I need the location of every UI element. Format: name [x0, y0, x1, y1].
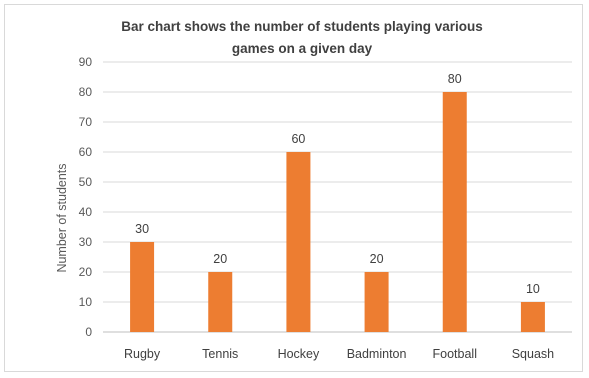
data-label: 10	[526, 282, 540, 296]
bar-tennis	[208, 272, 233, 332]
data-label: 20	[213, 252, 227, 266]
x-category-label: Football	[433, 347, 477, 361]
bar-football	[442, 92, 467, 332]
y-tick-label: 80	[79, 85, 93, 99]
x-category-label: Hockey	[278, 347, 320, 361]
chart-title-line-1: Bar chart shows the number of students p…	[121, 19, 483, 34]
x-category-label: Tennis	[202, 347, 238, 361]
y-axis-label: Number of students	[55, 163, 69, 272]
bar-hockey	[286, 152, 311, 332]
y-tick-label: 70	[79, 115, 93, 129]
y-tick-labels: 0 10 20 30 40 50 60 70 80 90	[79, 55, 93, 339]
x-category-label: Rugby	[124, 347, 161, 361]
x-category-label: Badminton	[347, 347, 407, 361]
data-labels: 30 20 60 20 80 10	[135, 72, 540, 296]
x-category-labels: Rugby Tennis Hockey Badminton Football Squash	[124, 347, 554, 361]
y-tick-label: 40	[79, 205, 93, 219]
bar-badminton	[364, 272, 389, 332]
bar-squash	[520, 302, 545, 332]
bars	[130, 92, 545, 332]
y-tick-label: 30	[79, 235, 93, 249]
data-label: 20	[370, 252, 384, 266]
bar-rugby	[130, 242, 155, 332]
data-label: 60	[291, 132, 305, 146]
y-tick-label: 20	[79, 265, 93, 279]
data-label: 80	[448, 72, 462, 86]
x-category-label: Squash	[512, 347, 554, 361]
data-label: 30	[135, 222, 149, 236]
y-tick-label: 60	[79, 145, 93, 159]
gridlines	[103, 61, 572, 333]
y-tick-label: 10	[79, 295, 93, 309]
y-tick-label: 50	[79, 175, 93, 189]
chart-title-line-2: games on a given day	[232, 41, 373, 56]
y-tick-label: 90	[79, 55, 93, 69]
y-tick-label: 0	[85, 325, 92, 339]
